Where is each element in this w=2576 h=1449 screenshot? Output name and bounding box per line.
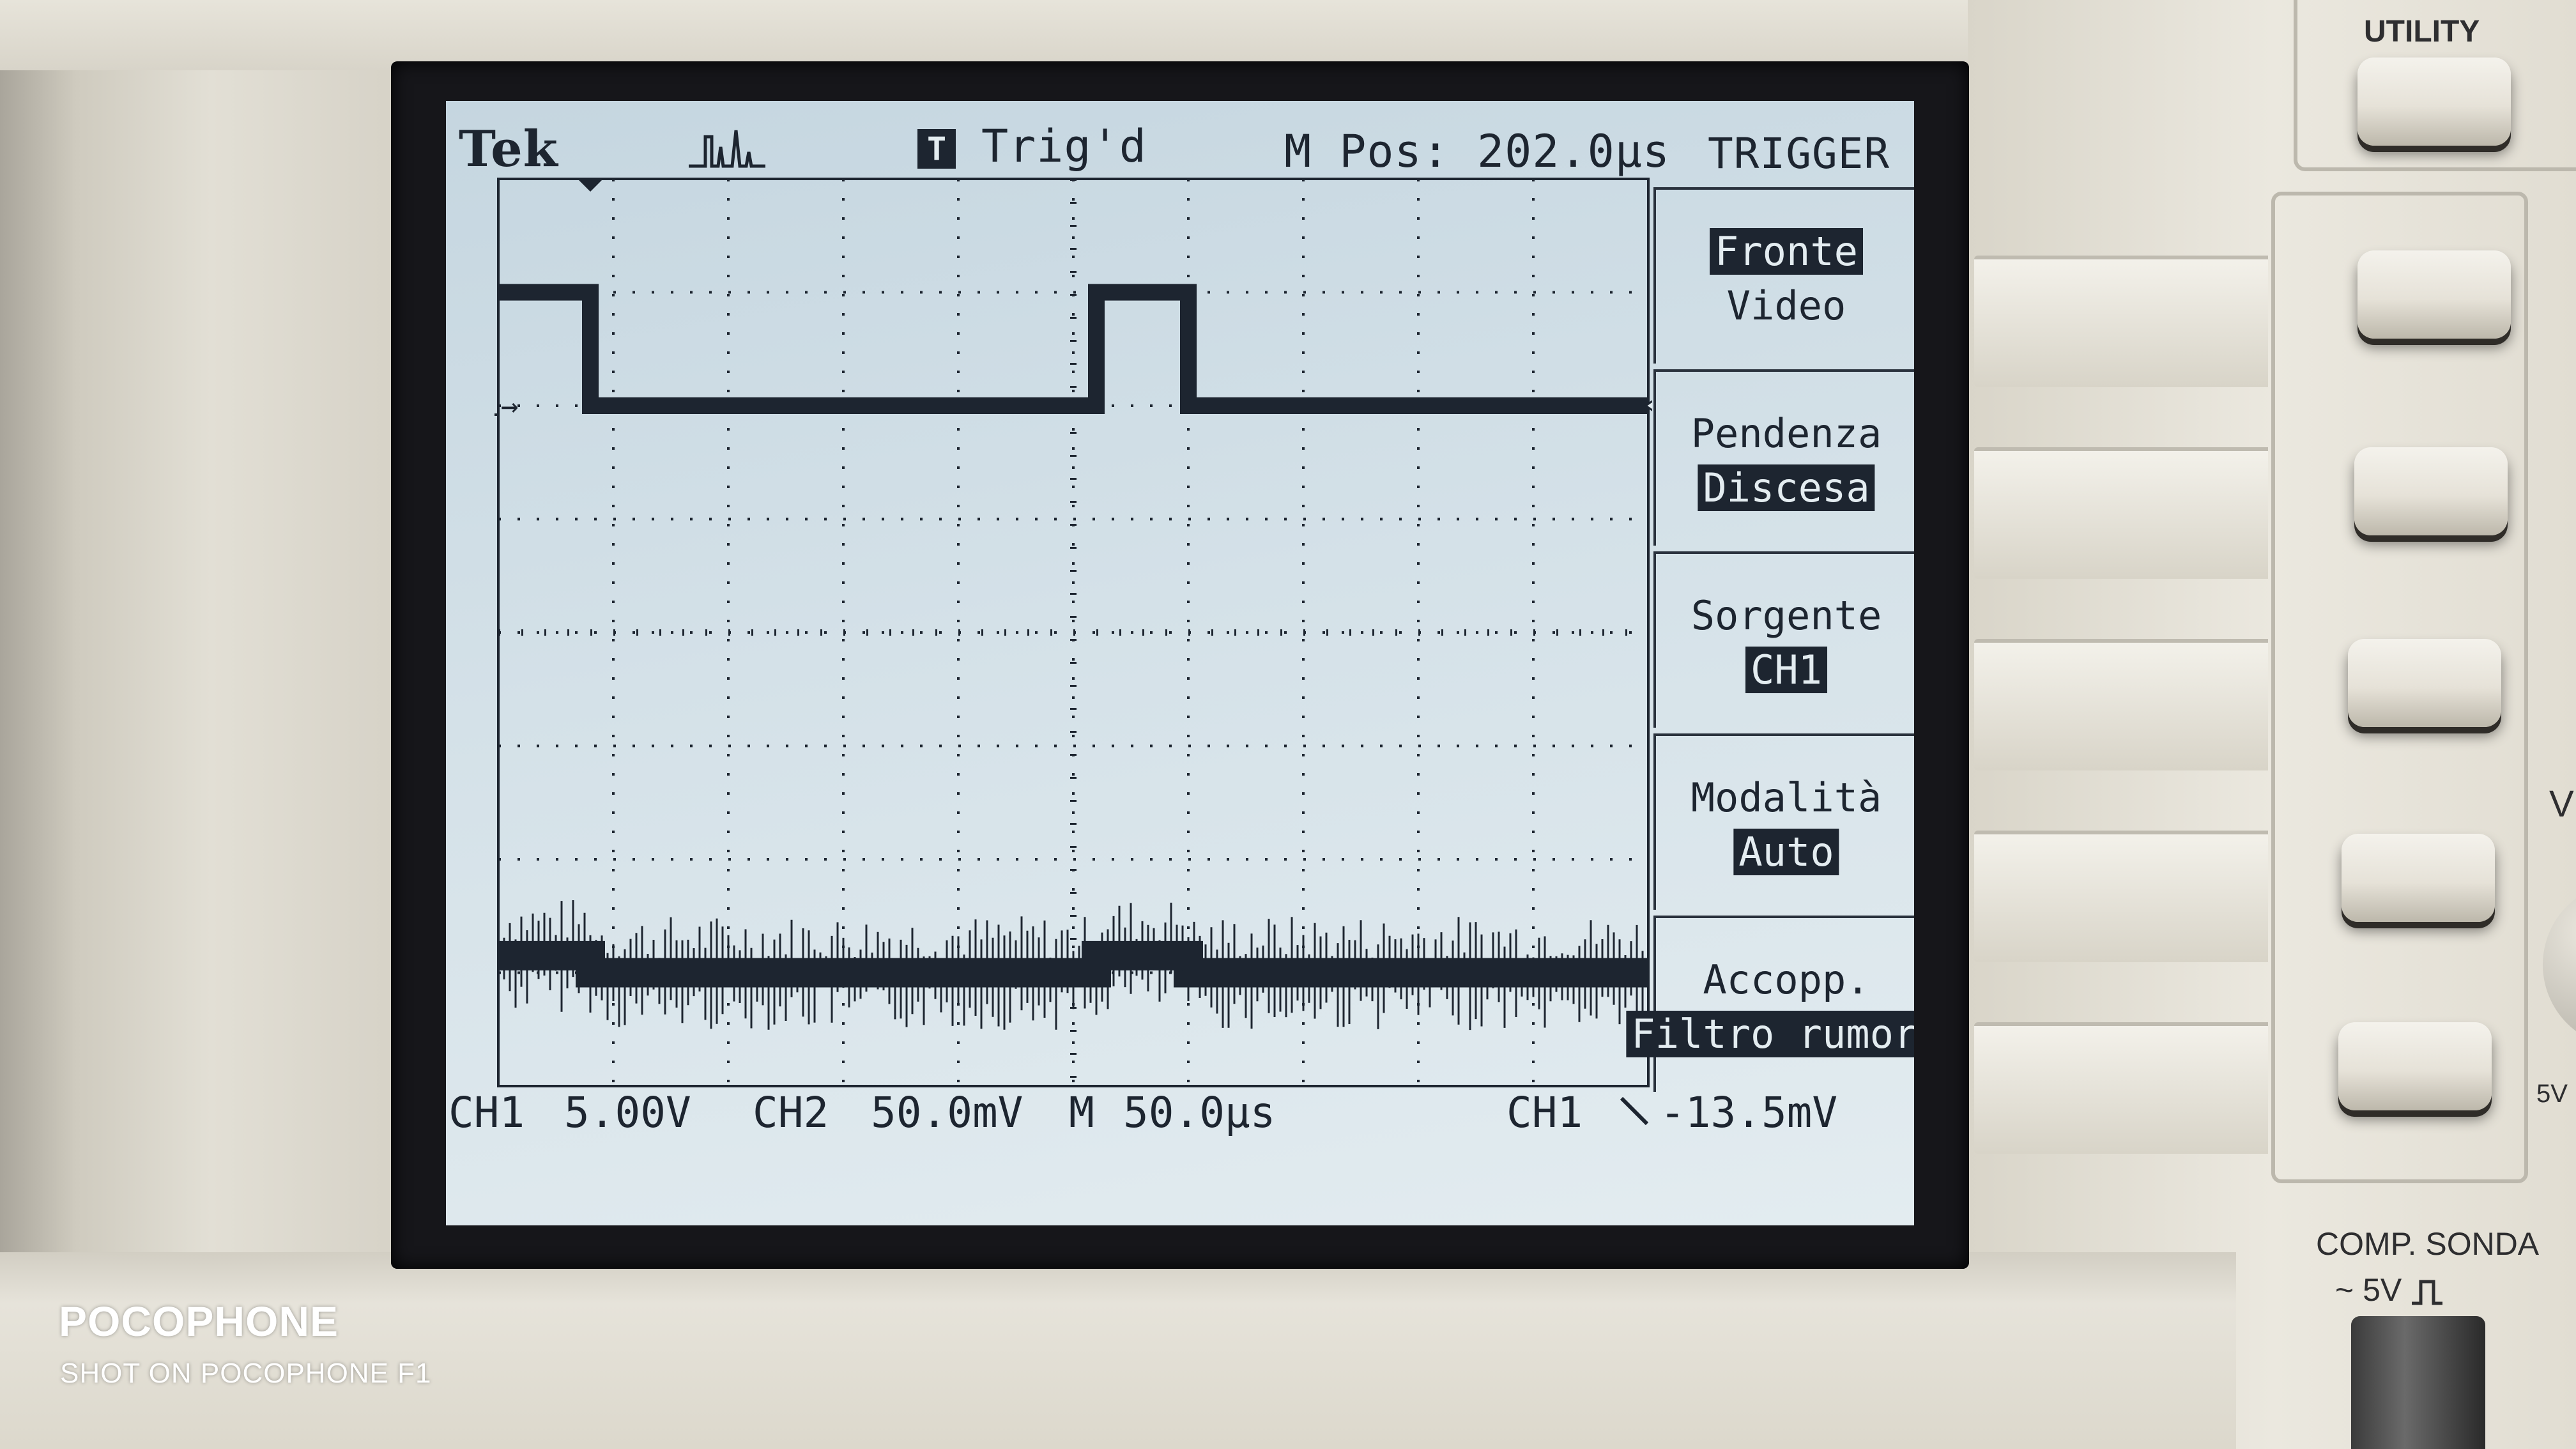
- menu-button-1[interactable]: [2358, 250, 2511, 339]
- time-scale: 50.0µs: [1123, 1088, 1276, 1137]
- probe-comp-sub: ~ 5V: [2335, 1271, 2449, 1308]
- utility-label: UTILITY: [2364, 15, 2480, 49]
- oscilloscope-bezel-bottom: [0, 1252, 2236, 1449]
- menu-value-fronte: Fronte: [1710, 228, 1863, 275]
- bezel-ridge: [1974, 447, 2268, 579]
- ch1-name: CH1: [448, 1088, 525, 1137]
- bezel-ridge: [1974, 256, 2268, 387]
- square-wave-icon: [2412, 1280, 2443, 1305]
- scale-readout: CH1 5.00V CH2 50.0mV M 50.0µs CH1 -13.5m…: [446, 1088, 1914, 1158]
- menu-item-mode[interactable]: Modalità Auto: [1653, 733, 1914, 910]
- probe-comp-voltage: ~ 5V: [2335, 1272, 2402, 1308]
- horizontal-position: M Pos: 202.0µs: [1284, 125, 1671, 178]
- peak-detect-icon: [689, 130, 765, 168]
- partial-label-v: V: [2549, 783, 2574, 825]
- ch1-ground-marker: 1→: [494, 388, 518, 423]
- probe-comp-connector[interactable]: [2351, 1316, 2485, 1449]
- menu-item-coupling[interactable]: Accopp. Filtro rumore: [1626, 916, 1914, 1092]
- menu-title: TRIGGER: [1708, 129, 1890, 178]
- menu-label-source: Sorgente: [1690, 592, 1882, 639]
- menu-label-mode: Modalità: [1690, 774, 1882, 821]
- menu-button-3[interactable]: [2348, 639, 2501, 727]
- trigger-position-marker: [579, 180, 602, 192]
- utility-frame: [2294, 0, 2576, 171]
- trigger-status: Trig'd: [981, 120, 1147, 172]
- menu-button-2[interactable]: [2354, 447, 2508, 535]
- menu-value-video: Video: [1726, 282, 1846, 329]
- menu-value-slope: Discesa: [1698, 464, 1875, 511]
- ch2-scale: 50.0mV: [871, 1088, 1023, 1137]
- brand-logo: Tek: [459, 120, 558, 178]
- menu-button-frame: [2271, 192, 2528, 1183]
- menu-value-source: CH1: [1745, 647, 1827, 693]
- waveform-graticule: 1→2→: [494, 178, 1652, 1087]
- lcd-screen: Tek T Trig'd M Pos: 202.0µs TRIGGER 1→2→…: [446, 101, 1914, 1225]
- trigger-level-marker: [1644, 400, 1652, 411]
- trigger-badge: T: [917, 129, 956, 169]
- menu-button-4[interactable]: [2342, 834, 2495, 922]
- time-name: M: [1069, 1088, 1094, 1137]
- menu-value-coupling: Filtro rumore: [1626, 1011, 1914, 1057]
- bezel-ridge: [1974, 831, 2268, 962]
- trace-ch1: [498, 284, 1648, 414]
- utility-button[interactable]: [2358, 57, 2511, 146]
- ch2-name: CH2: [753, 1088, 829, 1137]
- waveform-traces: [497, 284, 1648, 1031]
- bezel-ridge: [1974, 1022, 2268, 1154]
- menu-item-edge-type[interactable]: Fronte Video: [1653, 187, 1914, 364]
- menu-value-mode: Auto: [1733, 829, 1839, 875]
- menu-item-slope[interactable]: Pendenza Discesa: [1653, 369, 1914, 546]
- menu-label-slope: Pendenza: [1690, 410, 1882, 457]
- oscilloscope-bezel-left: [0, 0, 396, 1449]
- menu-label-coupling: Accopp.: [1703, 956, 1870, 1003]
- trigger-level: -13.5mV: [1660, 1088, 1838, 1137]
- ch1-scale: 5.00V: [564, 1088, 691, 1137]
- menu-item-source[interactable]: Sorgente CH1: [1653, 551, 1914, 728]
- trigger-source: CH1: [1506, 1088, 1583, 1137]
- trigger-menu: Fronte Video Pendenza Discesa Sorgente C…: [1626, 187, 1914, 1094]
- partial-label-5v: 5V: [2536, 1080, 2568, 1108]
- probe-comp-label: COMP. SONDA: [2316, 1226, 2540, 1262]
- trace-noise-ch2: [497, 900, 1644, 1031]
- bezel-ridge: [1974, 639, 2268, 770]
- menu-button-5[interactable]: [2338, 1022, 2492, 1110]
- watermark-brand: POCOPHONE: [59, 1298, 339, 1345]
- graticule-markers: 1→2→: [494, 180, 1652, 423]
- falling-edge-icon: [1620, 1096, 1649, 1126]
- watermark-caption: SHOT ON POCOPHONE F1: [60, 1358, 432, 1389]
